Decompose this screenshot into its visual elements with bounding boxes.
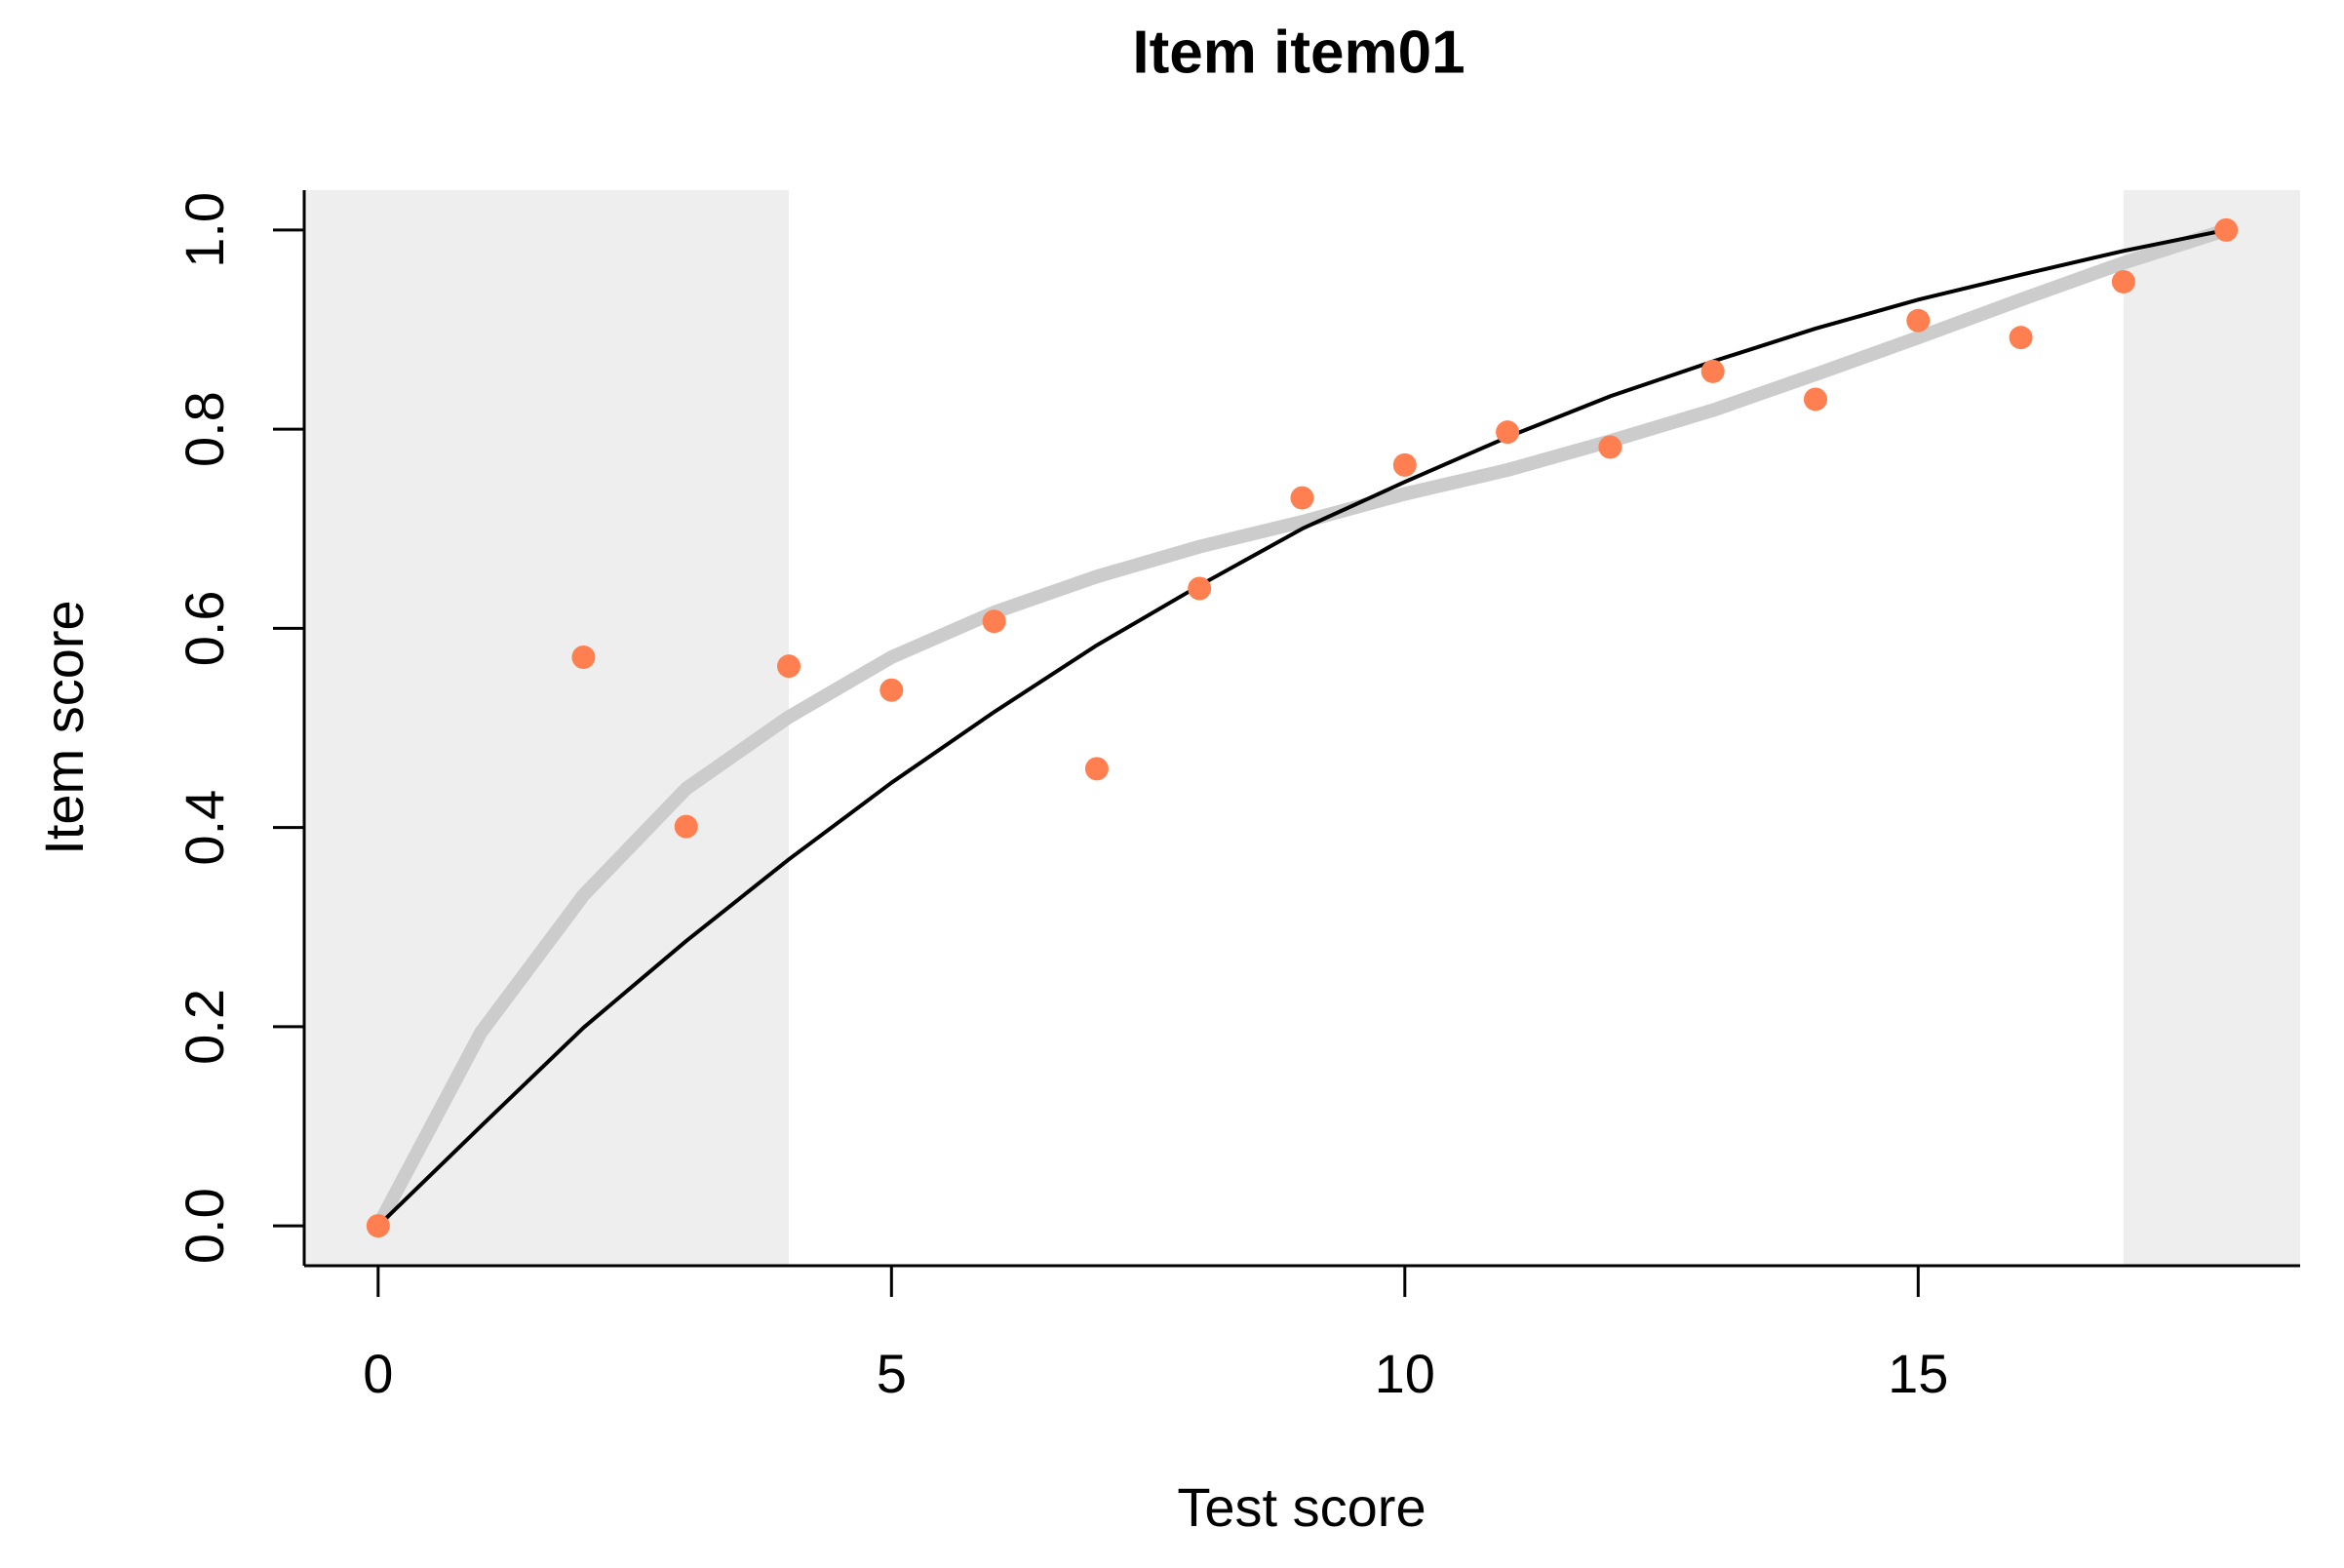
data-point [1188,576,1212,601]
data-point [2214,217,2239,242]
data-point [366,1214,390,1238]
y-tick-label: 1.0 [174,192,235,268]
fitted-curve [376,227,2227,1228]
shaded-region [304,190,790,1266]
y-axis-label: Item score [33,600,95,854]
data-point [1084,757,1109,781]
data-point [2009,326,2033,350]
data-point [1803,387,1827,412]
smooth-line [371,223,2229,1230]
chart-title: Item item01 [1132,19,1465,86]
data-point [777,654,801,679]
y-tick-label: 0.0 [174,1188,235,1264]
data-point [1392,452,1417,477]
y-tick-label: 0.8 [174,391,235,467]
data-point [674,814,698,839]
y-tick-label: 0.6 [174,590,235,666]
data-point [1700,359,1725,383]
x-tick-label: 0 [363,1343,393,1404]
y-tick-label: 0.4 [174,790,235,866]
data-point [571,645,596,669]
shaded-region [2123,190,2300,1266]
data-point [1496,420,1520,445]
y-tick-label: 0.2 [174,989,235,1065]
x-tick-label: 15 [1888,1343,1948,1404]
data-point [1906,308,1931,333]
data-point [982,609,1006,634]
x-tick-label: 10 [1375,1343,1435,1404]
x-tick-label: 5 [877,1343,907,1404]
data-point [1290,486,1314,510]
x-axis-label: Test score [1177,1476,1426,1538]
data-point [879,678,904,702]
data-point [1598,435,1622,459]
data-point [2111,269,2135,294]
